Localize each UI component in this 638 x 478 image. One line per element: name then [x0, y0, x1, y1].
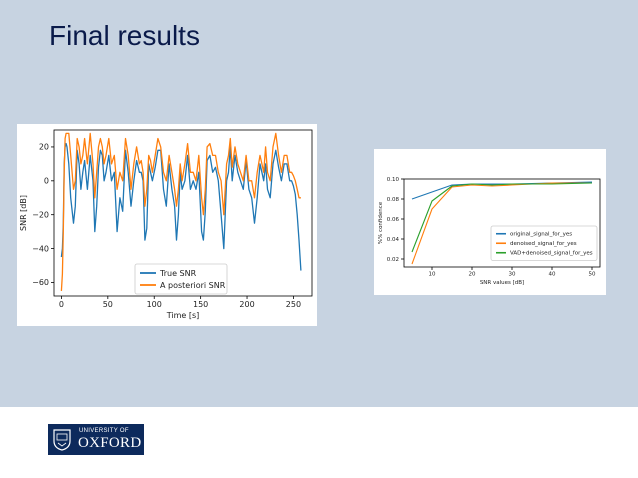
legend-box [490, 225, 598, 261]
y-axis-label: SNR [dB] [19, 195, 28, 231]
university-logo: UNIVERSITY OF OXFORD [48, 424, 144, 455]
x-tick-label: 200 [239, 300, 254, 309]
crest-icon [53, 429, 71, 451]
x-tick-label: 50 [103, 300, 113, 309]
y-tick-label: −40 [32, 244, 49, 253]
y-tick-label: 0.06 [387, 217, 400, 223]
legend-box [134, 263, 228, 295]
y-tick-label: 0 [44, 177, 49, 186]
slide-title: Final results [49, 20, 200, 51]
y-tick-label: 20 [39, 143, 49, 152]
x-tick-label: 250 [286, 300, 301, 309]
series-line-1 [411, 182, 592, 265]
y-tick-label: 0.10 [387, 177, 400, 183]
series-line-1 [60, 132, 301, 291]
y-axis-label: %% confidence [378, 201, 384, 244]
confidence-chart-svg: 10 20 30 40 50 0.10 0.08 0.06 0.04 0.02 SNR values… [378, 177, 601, 286]
confidence-chart: 10 20 30 40 50 0.10 0.08 0.06 0.04 0.02 SNR values… [374, 149, 606, 295]
logo-line1: UNIVERSITY OF [79, 428, 129, 434]
y-tick-label: 0.04 [387, 237, 400, 243]
x-tick-label: 150 [193, 300, 208, 309]
x-tick-label: 30 [509, 272, 516, 278]
x-tick-label: 100 [147, 300, 162, 309]
x-tick-label: 10 [429, 272, 436, 278]
legend-label: A posteriori SNR [160, 281, 226, 290]
legend-label: original_signal_for_yes [510, 232, 572, 238]
legend-label: True SNR [159, 269, 197, 278]
x-tick-label: 20 [469, 272, 476, 278]
y-tick-label: 0.02 [387, 257, 399, 263]
series-line-0 [60, 142, 302, 271]
y-tick-label: −60 [32, 278, 49, 287]
x-axis-label: Time [s] [166, 311, 200, 320]
x-axis-label: SNR values [dB] [480, 280, 524, 286]
snr-time-chart: 0 50 100 150 200 250 20 0 −20 −40 −60 Time [s] SNR [… [17, 124, 317, 326]
x-tick-label: 40 [549, 272, 556, 278]
legend-label: VAD+denoised_signal_for_yes [510, 251, 593, 257]
legend-label: denoised_signal_for_yes [510, 241, 577, 247]
y-tick-label: 0.08 [387, 197, 400, 203]
x-tick-label: 0 [59, 300, 64, 309]
y-tick-label: −20 [32, 210, 49, 219]
series-line-2 [411, 182, 593, 253]
x-tick-label: 50 [589, 272, 596, 278]
logo-line2: OXFORD [78, 435, 142, 451]
